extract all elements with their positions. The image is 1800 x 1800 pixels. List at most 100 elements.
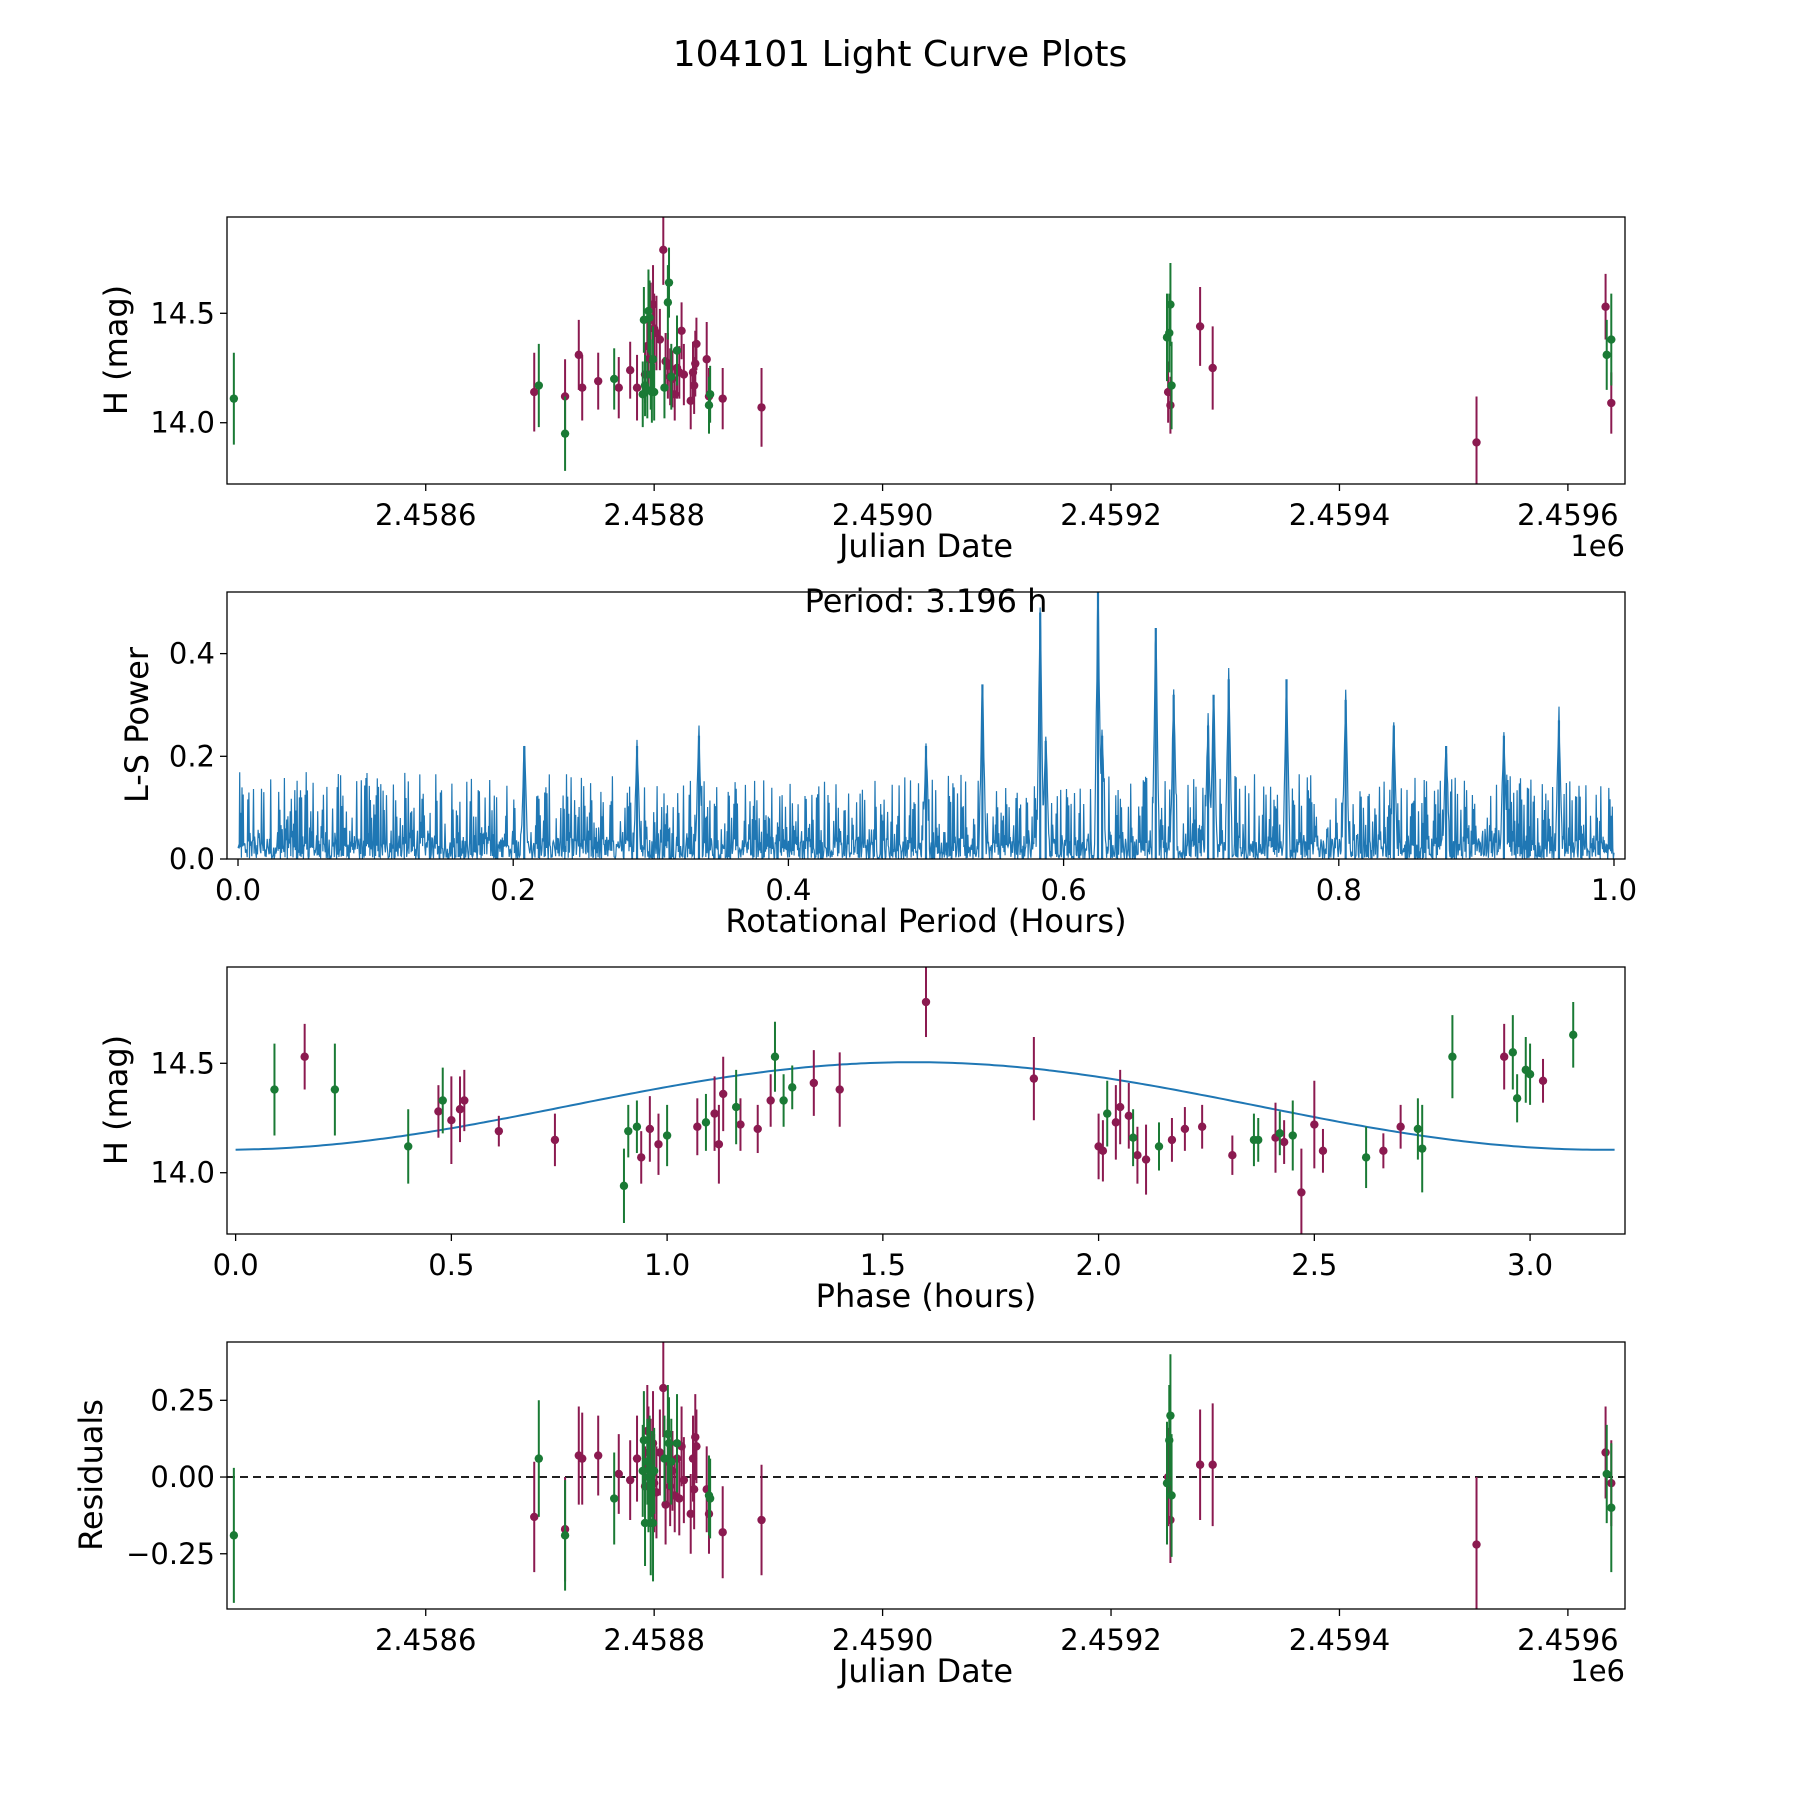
phase-point-green xyxy=(1288,1131,1297,1140)
phase-point-green xyxy=(1448,1052,1457,1061)
residuals-point-green xyxy=(639,1436,649,1445)
phase-point-green xyxy=(1512,1094,1522,1103)
periodogram-axes-frame xyxy=(226,591,1626,860)
lightcurve-point-magenta xyxy=(560,392,570,401)
residuals-xtick-label: 2.4588 xyxy=(603,1623,704,1657)
lightcurve-point-magenta xyxy=(677,326,686,336)
residuals-point-green xyxy=(672,1439,682,1448)
residuals-point-magenta xyxy=(614,1469,623,1479)
phase-point-green xyxy=(1418,1144,1427,1153)
phase-point-magenta xyxy=(1279,1137,1289,1147)
phase-point-magenta xyxy=(1115,1102,1125,1112)
lightcurve-point-magenta xyxy=(625,365,635,375)
lightcurve-point-magenta xyxy=(691,359,700,368)
periodogram-ticks: 0.0 0.2 0.4 0.6 0.8 1.0 0.0 0.2 0.4 xyxy=(169,637,1637,907)
residuals-point-green xyxy=(705,1494,715,1503)
residuals-point-magenta xyxy=(692,1442,701,1451)
lightcurve-point-green xyxy=(667,372,676,381)
phase-point-magenta xyxy=(1396,1122,1405,1131)
phase-point-magenta xyxy=(460,1096,469,1105)
residuals-point-green xyxy=(660,1454,669,1463)
phase-point-magenta xyxy=(654,1140,663,1149)
lightcurve-point-magenta xyxy=(757,403,766,412)
phase-point-magenta xyxy=(455,1105,465,1114)
phase-point-green xyxy=(1508,1048,1518,1057)
residuals-data xyxy=(227,1342,1625,1609)
periodogram-xtick-label: 0.2 xyxy=(490,873,536,907)
lightcurve-point-green xyxy=(663,298,673,307)
residuals-point-magenta xyxy=(594,1451,603,1460)
periodogram-ytick-label: 0.4 xyxy=(169,637,215,671)
lightcurve-point-magenta xyxy=(1166,401,1175,410)
phase-ylabel: H (mag) xyxy=(97,1035,135,1165)
lightcurve-point-green xyxy=(560,429,570,438)
lightcurve-point-green xyxy=(672,346,682,355)
lightcurve-point-magenta xyxy=(679,370,689,379)
residuals-point-magenta xyxy=(718,1528,727,1537)
phase-point-magenta xyxy=(637,1153,646,1162)
periodogram-xtick-label: 0.8 xyxy=(1316,873,1362,907)
lightcurve-xlabel: Julian Date xyxy=(837,527,1013,565)
phase-point-green xyxy=(731,1102,741,1112)
periodogram-ylabel: L-S Power xyxy=(118,646,156,803)
phase-point-magenta xyxy=(736,1120,745,1129)
phase-panel: 0.0 0.5 1.0 1.5 2.0 2.5 3.0 14.0 14.5 Phase (hou… xyxy=(97,966,1626,1315)
lightcurve-point-green xyxy=(660,383,669,392)
periodogram-xtick-label: 1.0 xyxy=(1591,873,1637,907)
phase-ytick-label: 14.0 xyxy=(150,1156,215,1190)
lightcurve-point-magenta xyxy=(594,376,603,386)
residuals-point-magenta xyxy=(675,1494,684,1503)
phase-point-green xyxy=(438,1096,447,1105)
residuals-point-magenta xyxy=(625,1475,635,1485)
phase-xtick-label: 3.0 xyxy=(1507,1248,1553,1282)
phase-point-green xyxy=(779,1096,788,1105)
residuals-xtick-label: 2.4590 xyxy=(832,1623,933,1657)
residuals-point-green xyxy=(229,1531,239,1540)
lightcurve-point-green xyxy=(609,374,619,384)
residuals-point-magenta xyxy=(691,1432,700,1442)
phase-point-green xyxy=(330,1085,340,1094)
periodogram-xtick-label: 0.6 xyxy=(1041,873,1087,907)
lightcurve-xtick-label: 2.4592 xyxy=(1060,498,1161,532)
residuals-xtick-label: 2.4592 xyxy=(1060,1623,1161,1657)
phase-xtick-label: 2.0 xyxy=(1076,1248,1122,1282)
phase-point-magenta xyxy=(1180,1124,1190,1134)
phase-point-green xyxy=(624,1126,633,1136)
phase-point-magenta xyxy=(1197,1122,1207,1131)
lightcurve-point-magenta xyxy=(718,394,727,403)
residuals-point-green xyxy=(534,1454,544,1463)
residuals-point-green xyxy=(1166,1411,1175,1420)
figure-title: 104101 Light Curve Plots xyxy=(673,34,1127,75)
periodogram-panel: 0.0 0.2 0.4 0.6 0.8 1.0 0.0 0.2 0.4 Period: 3.19… xyxy=(118,582,1637,940)
lightcurve-x-offset-label: 1e6 xyxy=(1570,529,1625,563)
phase-point-green xyxy=(1154,1142,1164,1151)
lightcurve-xtick-label: 2.4586 xyxy=(375,498,476,532)
phase-point-magenta xyxy=(1167,1135,1177,1145)
periodogram-annotation: Period: 3.196 h xyxy=(805,582,1048,620)
phase-point-green xyxy=(701,1118,711,1127)
phase-xtick-label: 0.5 xyxy=(428,1248,474,1282)
phase-point-green xyxy=(1413,1124,1423,1134)
phase-point-magenta xyxy=(447,1115,456,1125)
lightcurve-point-magenta xyxy=(574,350,583,360)
phase-point-green xyxy=(1275,1129,1285,1138)
lightcurve-point-magenta xyxy=(1208,363,1217,373)
phase-ytick-label: 14.5 xyxy=(150,1046,215,1080)
residuals-point-green xyxy=(1602,1469,1611,1479)
residuals-xtick-label: 2.4596 xyxy=(1517,1623,1618,1657)
residuals-point-magenta xyxy=(686,1509,695,1519)
lightcurve-point-green xyxy=(534,381,544,390)
phase-point-magenta xyxy=(1133,1151,1142,1160)
residuals-point-magenta xyxy=(578,1454,587,1463)
phase-point-magenta xyxy=(1228,1151,1237,1160)
phase-point-magenta xyxy=(921,997,931,1007)
phase-point-magenta xyxy=(434,1107,443,1116)
phase-point-green xyxy=(1128,1133,1138,1142)
phase-point-magenta xyxy=(753,1124,762,1134)
lightcurve-point-magenta xyxy=(689,381,699,390)
phase-point-magenta xyxy=(719,1089,728,1099)
model-curve xyxy=(235,1061,1615,1151)
phase-point-magenta xyxy=(1318,1146,1328,1156)
lightcurve-point-green xyxy=(1166,300,1175,309)
